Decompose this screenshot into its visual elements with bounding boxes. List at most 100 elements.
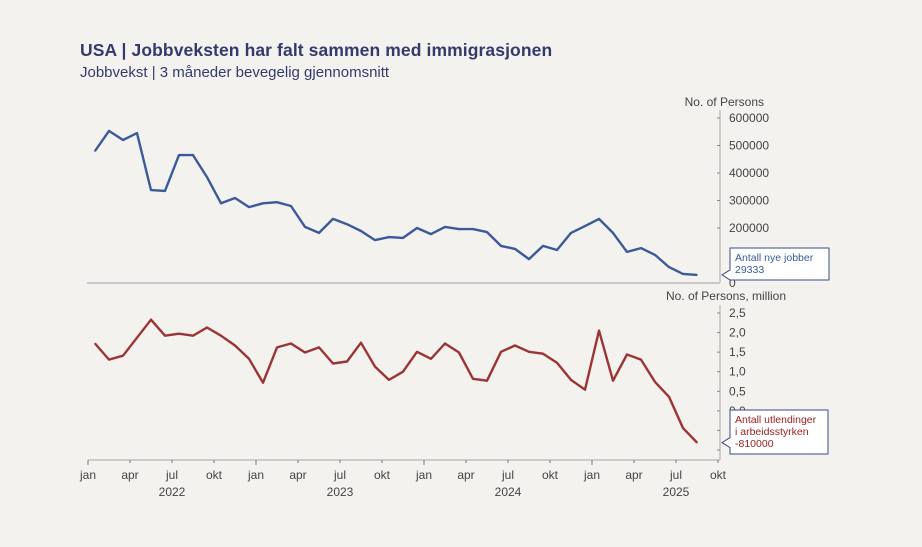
top-data-point bbox=[682, 273, 684, 275]
bot-data-point bbox=[626, 353, 628, 356]
x-tick-label: apr bbox=[457, 468, 474, 482]
bot-data-point bbox=[472, 377, 474, 380]
bot-callout-box bbox=[721, 409, 829, 455]
bot-data-point bbox=[542, 352, 544, 355]
top-data-point bbox=[164, 190, 166, 192]
top-callout-text: Antall nye jobber bbox=[735, 252, 814, 264]
bot-data-point bbox=[234, 344, 236, 347]
top-data-point bbox=[108, 130, 110, 132]
top-data-point bbox=[444, 226, 446, 228]
top-data-point bbox=[318, 232, 320, 234]
top-data-point bbox=[640, 247, 642, 249]
x-tick-label: okt bbox=[542, 468, 559, 482]
bot-data-point bbox=[612, 379, 614, 382]
bot-data-point bbox=[178, 332, 180, 335]
top-data-point bbox=[486, 231, 488, 233]
bot-y-tick-label: 0,5 bbox=[729, 384, 746, 398]
top-data-point bbox=[332, 218, 334, 220]
bot-data-point bbox=[122, 354, 124, 357]
top-data-point bbox=[402, 237, 404, 239]
top-data-point bbox=[360, 230, 362, 232]
top-y-tick-label: 400000 bbox=[729, 166, 769, 180]
top-data-point bbox=[248, 206, 250, 208]
x-tick-label: jan bbox=[415, 468, 432, 482]
top-data-point bbox=[626, 251, 628, 253]
bot-data-point bbox=[486, 379, 488, 382]
bot-data-point bbox=[654, 381, 656, 383]
top-data-point bbox=[416, 227, 418, 229]
bot-data-point bbox=[346, 360, 348, 363]
bot-data-point bbox=[500, 350, 502, 353]
top-data-point bbox=[94, 150, 96, 152]
bot-series-line bbox=[94, 318, 698, 444]
top-data-point bbox=[346, 223, 348, 225]
top-data-point bbox=[458, 228, 460, 230]
chart-subtitle: Jobbvekst | 3 måneder bevegelig gjennoms… bbox=[80, 64, 390, 81]
bot-data-point bbox=[598, 329, 600, 332]
top-data-point bbox=[192, 154, 194, 156]
top-data-point bbox=[388, 236, 390, 238]
top-data-point bbox=[514, 248, 516, 250]
bot-data-point bbox=[136, 336, 138, 339]
bot-data-point bbox=[94, 342, 96, 345]
top-data-point bbox=[430, 233, 432, 235]
top-y-tick-label: 300000 bbox=[729, 194, 769, 208]
bot-data-point bbox=[164, 334, 166, 337]
top-data-point bbox=[598, 218, 600, 220]
bot-data-point bbox=[514, 344, 516, 347]
top-data-point bbox=[542, 245, 544, 247]
top-data-point bbox=[276, 201, 278, 203]
x-tick-label: jan bbox=[247, 468, 264, 482]
top-data-point bbox=[220, 202, 222, 205]
x-tick-label: okt bbox=[710, 468, 727, 482]
top-y-tick-label: 200000 bbox=[729, 221, 769, 235]
top-data-point bbox=[234, 197, 236, 199]
bot-data-point bbox=[584, 388, 586, 391]
top-data-point bbox=[304, 226, 306, 228]
bot-data-point bbox=[248, 357, 250, 360]
x-year-label: 2023 bbox=[327, 485, 354, 499]
top-series-line bbox=[94, 129, 698, 277]
top-y-axis: 0 200000 300000 400000 500000 600000 bbox=[87, 110, 769, 290]
bot-data-point bbox=[262, 381, 264, 384]
bot-data-point bbox=[276, 346, 278, 349]
chart-title: USA | Jobbveksten har falt sammen med im… bbox=[80, 40, 553, 60]
top-data-point bbox=[150, 189, 152, 191]
top-series-group bbox=[94, 129, 698, 277]
x-year-label: 2022 bbox=[159, 485, 186, 499]
top-callout-text: 29333 bbox=[735, 264, 764, 276]
top-callout-box bbox=[721, 247, 830, 281]
top-data-point bbox=[654, 254, 656, 256]
x-tick-label: jul bbox=[333, 468, 346, 482]
top-data-point bbox=[122, 139, 124, 141]
x-tick-label: jan bbox=[79, 468, 96, 482]
x-axis: jan apr jul okt jan apr jul okt jan apr jul okt jan a… bbox=[79, 459, 727, 499]
bot-data-point bbox=[416, 350, 418, 353]
top-y-tick-label: 500000 bbox=[729, 139, 769, 153]
x-tick-label: jul bbox=[669, 468, 682, 482]
bot-data-point bbox=[682, 427, 684, 429]
top-data-point bbox=[668, 266, 670, 268]
bot-callout-text: Antall utlendinger bbox=[735, 414, 817, 426]
x-tick-label: apr bbox=[289, 468, 306, 482]
bot-data-point bbox=[150, 318, 152, 321]
bot-data-point bbox=[402, 370, 404, 373]
bot-data-point bbox=[556, 361, 558, 364]
bot-data-point bbox=[332, 362, 334, 365]
x-tick-label: apr bbox=[625, 468, 642, 482]
bot-data-point bbox=[430, 357, 432, 360]
x-tick-label: apr bbox=[121, 468, 138, 482]
bot-data-point bbox=[192, 334, 194, 337]
x-tick-label: jul bbox=[165, 468, 178, 482]
bot-data-point bbox=[444, 342, 446, 345]
top-y-axis-title: No. of Persons bbox=[685, 95, 764, 109]
bot-data-point bbox=[388, 379, 390, 381]
bottom-y-axis: 0,00,51,01,52,02,5 bbox=[717, 305, 746, 460]
top-data-point bbox=[262, 202, 264, 205]
bot-data-point bbox=[640, 358, 642, 361]
top-data-point bbox=[290, 205, 292, 207]
x-tick-label: okt bbox=[206, 468, 223, 482]
bot-data-point bbox=[108, 358, 110, 361]
